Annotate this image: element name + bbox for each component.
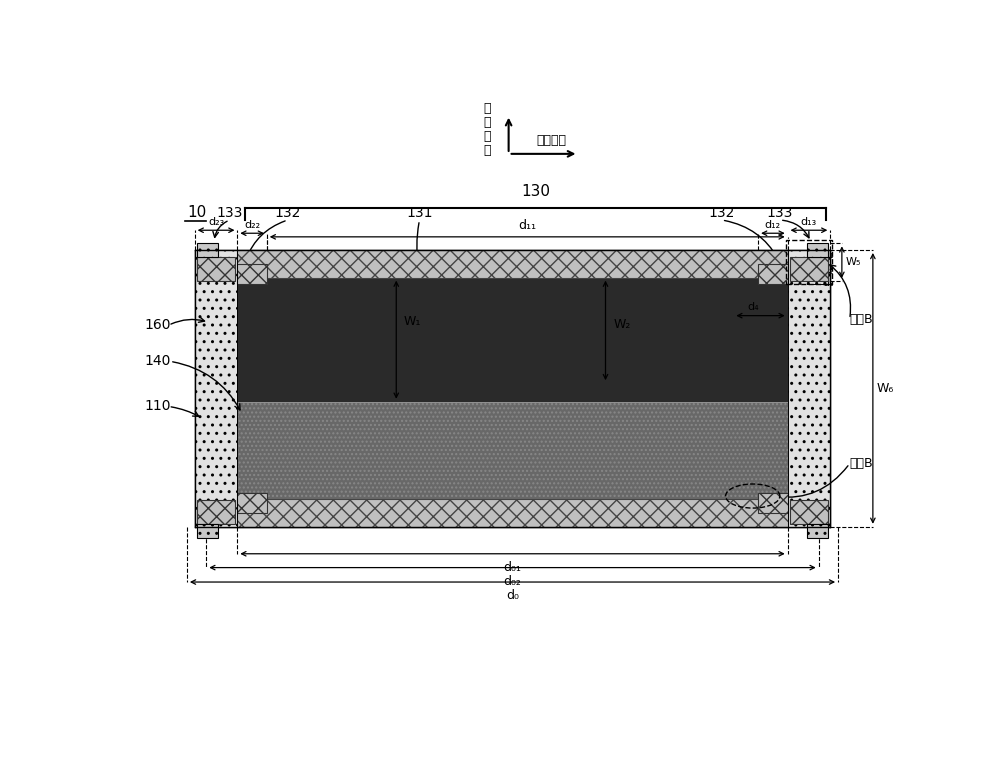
Text: 131: 131 <box>406 206 433 220</box>
Bar <box>237 278 788 401</box>
Text: 133: 133 <box>216 206 243 220</box>
Text: 区域B: 区域B <box>850 312 873 326</box>
Bar <box>237 499 788 526</box>
Bar <box>197 524 218 537</box>
Bar <box>786 241 832 284</box>
Bar <box>807 524 828 537</box>
Bar <box>790 257 828 280</box>
Bar <box>195 250 830 526</box>
Text: 第
二
方
向: 第 二 方 向 <box>483 102 491 157</box>
Bar <box>237 401 788 499</box>
Text: 160: 160 <box>144 318 171 332</box>
Text: d₂₂: d₂₂ <box>244 219 260 230</box>
Text: d₁₂: d₁₂ <box>765 219 781 230</box>
Text: d₁₃: d₁₃ <box>801 216 817 226</box>
Text: 区域B: 区域B <box>850 457 873 470</box>
Text: d₁: d₁ <box>822 251 834 261</box>
Bar <box>197 257 235 280</box>
Bar <box>195 250 237 526</box>
Text: d₀: d₀ <box>506 589 519 602</box>
Bar <box>790 501 828 524</box>
Text: 第一方向: 第一方向 <box>536 134 566 147</box>
Text: d₁₁: d₁₁ <box>518 219 536 232</box>
Text: d₀₂: d₀₂ <box>504 575 521 588</box>
Text: d₂: d₂ <box>822 266 834 276</box>
Text: 110: 110 <box>144 399 171 413</box>
Text: W₃: W₃ <box>259 259 275 269</box>
Bar <box>237 250 788 278</box>
Text: d₄: d₄ <box>747 302 759 312</box>
Text: 140: 140 <box>144 355 171 369</box>
Bar <box>237 494 267 512</box>
Text: d₀₁: d₀₁ <box>504 561 521 574</box>
Bar <box>807 244 828 257</box>
Bar <box>237 250 788 526</box>
Text: W₂: W₂ <box>613 318 631 331</box>
Bar <box>788 250 830 526</box>
Text: 130: 130 <box>521 184 550 199</box>
Bar <box>758 264 788 284</box>
Bar <box>197 501 235 524</box>
Text: d₂₃: d₂₃ <box>208 216 224 226</box>
Text: 10: 10 <box>187 205 206 220</box>
Bar <box>758 494 788 512</box>
Text: W₆: W₆ <box>877 382 894 395</box>
Text: W₁: W₁ <box>404 316 421 328</box>
Text: 133: 133 <box>767 206 793 220</box>
Text: d₃: d₃ <box>822 277 834 287</box>
Bar <box>237 264 267 284</box>
Bar <box>197 244 218 257</box>
Text: W₅: W₅ <box>846 257 861 267</box>
Text: 132: 132 <box>275 206 301 220</box>
Text: 132: 132 <box>709 206 735 220</box>
